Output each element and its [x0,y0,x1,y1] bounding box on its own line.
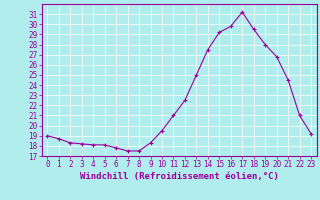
X-axis label: Windchill (Refroidissement éolien,°C): Windchill (Refroidissement éolien,°C) [80,172,279,181]
